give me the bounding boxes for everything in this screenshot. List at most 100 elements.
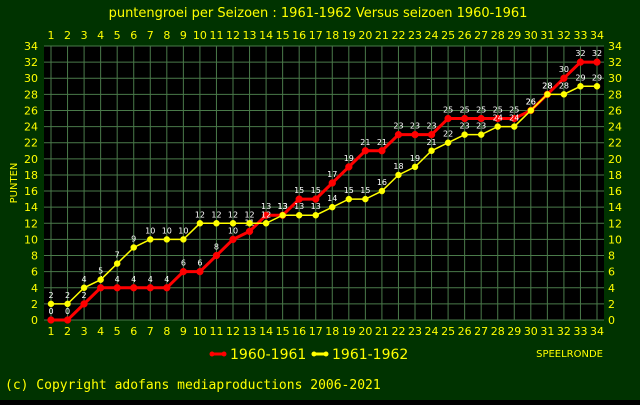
data-label: 29 (592, 73, 602, 82)
data-label: 10 (178, 226, 188, 235)
data-point (411, 130, 419, 139)
data-label: 15 (360, 186, 370, 195)
data-point (560, 74, 568, 82)
x-tick-label-bottom: 30 (524, 325, 538, 338)
data-label: 13 (261, 202, 271, 211)
y-tick-label-right: 10 (608, 233, 622, 246)
x-tick-label-top: 1 (48, 29, 55, 42)
series-line-1961-1962 (51, 85, 597, 305)
data-point (246, 220, 253, 227)
data-point (130, 284, 138, 292)
y-tick-label-left: 24 (24, 121, 38, 134)
y-tick-label-right: 14 (608, 201, 622, 214)
data-point (113, 284, 121, 292)
legend-marker (323, 351, 329, 357)
y-tick-label-left: 26 (24, 104, 38, 117)
data-point (97, 276, 104, 283)
data-label: 14 (327, 194, 337, 203)
y-tick-label-left: 4 (31, 282, 38, 295)
x-tick-label-top: 25 (441, 29, 455, 42)
data-label: 24 (509, 114, 519, 123)
data-point (80, 300, 88, 308)
data-point (511, 123, 518, 130)
x-tick-label-top: 2 (64, 29, 71, 42)
data-label: 10 (228, 226, 238, 235)
x-tick-label-bottom: 4 (97, 325, 104, 338)
data-point (494, 114, 502, 123)
data-point (460, 114, 469, 123)
x-tick-label-bottom: 12 (226, 325, 240, 338)
x-tick-label-bottom: 23 (408, 325, 422, 338)
y-tick-label-left: 12 (24, 217, 38, 230)
x-tick-label-bottom: 24 (425, 325, 439, 338)
x-tick-label-top: 21 (375, 29, 389, 42)
data-label: 23 (426, 122, 436, 131)
data-label: 25 (443, 106, 453, 115)
x-tick-label-top: 33 (573, 29, 587, 42)
x-tick-label-top: 24 (425, 29, 439, 42)
data-label: 2 (48, 291, 53, 300)
legend: 1960-1961 1961-1962 (209, 347, 408, 363)
x-tick-label-top: 10 (193, 29, 207, 42)
data-label: 5 (98, 267, 103, 276)
data-point (477, 131, 485, 138)
x-tick-label-bottom: 9 (180, 325, 187, 338)
y-tick-label-right: 2 (608, 298, 615, 311)
x-tick-label-top: 22 (391, 29, 405, 42)
y-tick-label-right: 24 (608, 121, 622, 134)
x-tick-label-bottom: 17 (309, 325, 323, 338)
y-tick-label-right: 6 (608, 266, 615, 279)
data-point (229, 220, 237, 227)
data-label: 8 (214, 243, 219, 252)
x-tick-label-top: 12 (226, 29, 240, 42)
x-tick-label-bottom: 27 (474, 325, 488, 338)
data-label: 12 (261, 210, 271, 219)
data-label: 32 (592, 49, 602, 58)
data-label: 0 (48, 307, 53, 316)
x-tick-label-top: 28 (491, 29, 505, 42)
data-point (180, 236, 187, 243)
x-tick-label-bottom: 25 (441, 325, 455, 338)
data-label: 6 (197, 259, 202, 268)
data-label: 22 (443, 130, 453, 139)
data-point (328, 179, 336, 187)
data-point (295, 195, 303, 203)
y-tick-label-left: 2 (31, 298, 38, 311)
x-tick-label-bottom: 26 (458, 325, 472, 338)
data-label: 13 (294, 202, 304, 211)
x-tick-label-top: 9 (180, 29, 187, 42)
y-tick-label-right: 20 (608, 153, 622, 166)
data-label: 19 (344, 154, 354, 163)
data-point (427, 130, 436, 139)
x-tick-label-bottom: 31 (540, 325, 554, 338)
x-tick-label-bottom: 3 (81, 325, 88, 338)
data-label: 24 (493, 114, 503, 123)
x-tick-label-bottom: 19 (342, 325, 356, 338)
x-tick-label-bottom: 15 (276, 325, 290, 338)
data-point (411, 163, 419, 171)
x-tick-label-bottom: 11 (209, 325, 223, 338)
data-label: 28 (542, 81, 552, 90)
data-label: 4 (82, 275, 87, 284)
data-point (113, 260, 121, 267)
y-tick-label-left: 14 (24, 201, 38, 214)
x-tick-label-bottom: 16 (292, 325, 306, 338)
data-label: 28 (542, 81, 552, 90)
data-point (577, 83, 584, 90)
data-label: 10 (145, 226, 155, 235)
x-tick-label-top: 11 (209, 29, 223, 42)
data-label: 18 (393, 162, 403, 171)
data-point (146, 284, 154, 292)
data-label: 12 (228, 210, 238, 219)
data-label: 25 (476, 106, 486, 115)
data-label: 26 (526, 97, 536, 106)
data-label: 21 (377, 138, 387, 147)
legend-marker (311, 351, 317, 357)
x-tick-label-top: 30 (524, 29, 538, 42)
x-tick-label-top: 23 (408, 29, 422, 42)
data-point (64, 300, 71, 308)
legend-label: 1960-1961 (230, 347, 306, 363)
y-tick-label-right: 4 (608, 282, 615, 295)
x-tick-label-top: 32 (557, 29, 571, 42)
data-point (494, 123, 501, 130)
